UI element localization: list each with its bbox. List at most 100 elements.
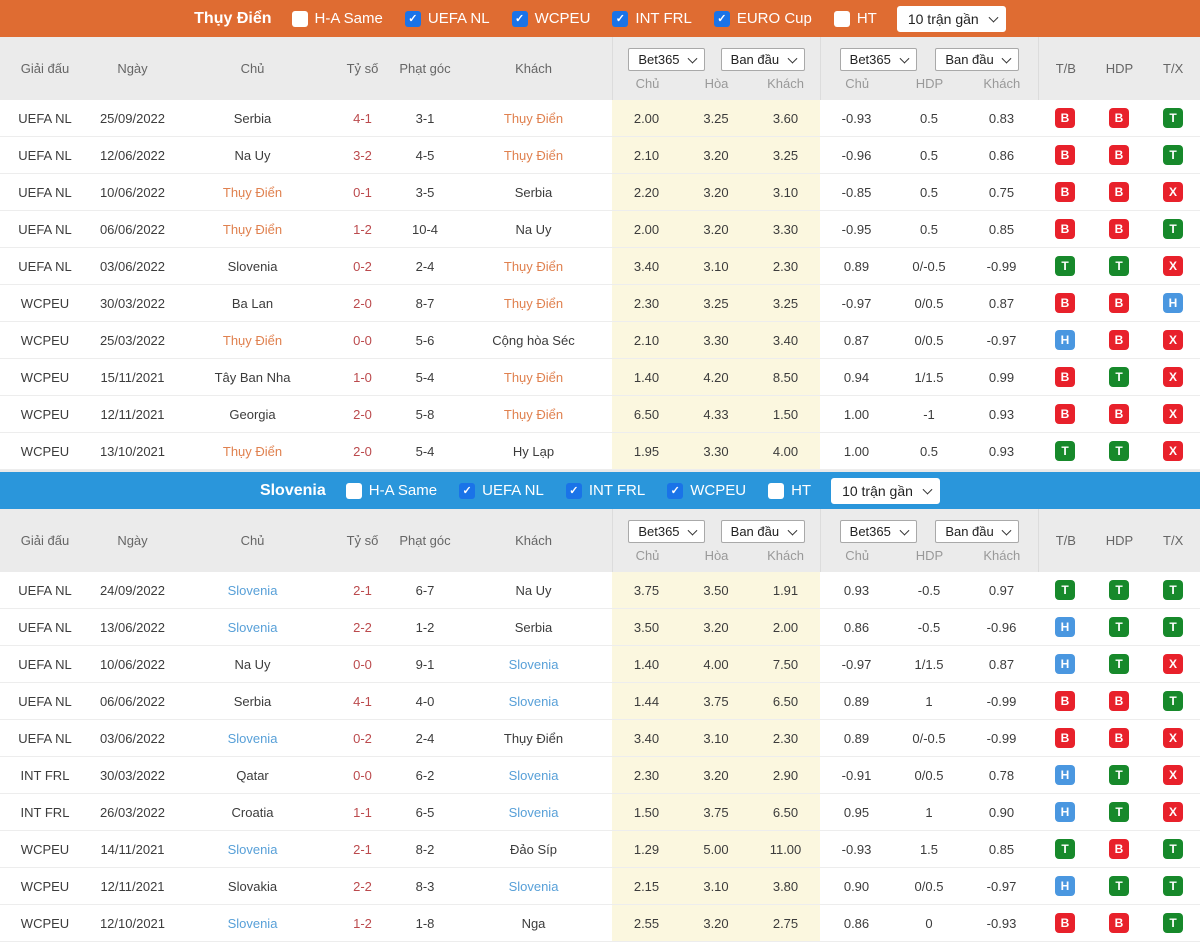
- odds-time-select-wrap: Ban đầu: [935, 520, 1020, 543]
- result-cell: X: [1146, 396, 1200, 432]
- result-cell: T: [1146, 609, 1200, 645]
- result-hdp-badge: T: [1109, 617, 1129, 637]
- bookmaker-select[interactable]: Bet365: [839, 520, 917, 543]
- filter-label: EURO Cup: [736, 10, 812, 27]
- score-cell: 1-2: [353, 915, 372, 931]
- hdp-line-cell: 0.5: [919, 147, 939, 163]
- hdp-home-cell: -0.97: [841, 656, 872, 672]
- date-cell: 12/11/2021: [100, 878, 165, 894]
- result-hdp-badge: B: [1109, 728, 1129, 748]
- result-tb-badge: B: [1055, 182, 1075, 202]
- checkbox-checked-icon[interactable]: ✓: [459, 482, 476, 499]
- hdp-line-cell: 0/-0.5: [912, 258, 946, 274]
- result-tb-badge: B: [1055, 293, 1075, 313]
- match-row: UEFA NL 10/06/2022 Na Uy 0-0 9-1 Slovenia 1.40…: [0, 646, 1200, 683]
- odds-time-select[interactable]: Ban đầu: [720, 520, 805, 543]
- hdp-away-cell: -0.99: [986, 730, 1017, 746]
- col-tx: T/X: [1163, 61, 1184, 76]
- odds-home-cell: 1.29: [612, 831, 681, 867]
- filter-h-a-same[interactable]: H-A Same: [291, 10, 383, 27]
- odds-time-select[interactable]: Ban đầu: [935, 48, 1020, 71]
- recent-matches-select[interactable]: 10 trận gần: [831, 477, 941, 504]
- result-cell: B: [1092, 174, 1146, 210]
- recent-matches-select[interactable]: 10 trận gần: [896, 5, 1006, 32]
- checkbox-checked-icon[interactable]: ✓: [511, 10, 528, 27]
- slovenia-filter-bar: Slovenia H-A Same ✓ UEFA NL ✓ INT FRL ✓ WCPEU H…: [0, 472, 1200, 509]
- result-tb-badge: H: [1055, 330, 1075, 350]
- bookmaker-select[interactable]: Bet365: [839, 48, 917, 71]
- col-hdp-away: Khách: [983, 548, 1021, 563]
- checkbox-unchecked-icon[interactable]: [345, 482, 362, 499]
- result-tx-badge: X: [1163, 367, 1183, 387]
- result-cell: X: [1146, 720, 1200, 756]
- checkbox-checked-icon[interactable]: ✓: [667, 482, 684, 499]
- odds-home-cell: 2.30: [612, 285, 681, 321]
- result-cell: X: [1146, 359, 1200, 395]
- odds-home-cell: 3.75: [612, 572, 681, 608]
- result-hdp-badge: B: [1109, 182, 1129, 202]
- odds-away-cell: 2.90: [751, 757, 820, 793]
- odds-draw-cell: 3.25: [681, 100, 751, 136]
- result-cell: H: [1038, 868, 1092, 904]
- col-odds-away: Khách: [767, 548, 804, 563]
- corners-cell: 2-4: [415, 730, 435, 746]
- checkbox-checked-icon[interactable]: ✓: [713, 10, 730, 27]
- filter-ht[interactable]: HT: [768, 482, 811, 499]
- odds-time-select[interactable]: Ban đầu: [935, 520, 1020, 543]
- date-cell: 10/06/2022: [99, 184, 166, 200]
- score-cell: 1-1: [353, 804, 372, 820]
- hdp-home-cell: 0.90: [843, 878, 870, 894]
- odds-time-select[interactable]: Ban đầu: [720, 48, 805, 71]
- odds-away-cell: 3.80: [751, 868, 820, 904]
- bookmaker-select[interactable]: Bet365: [628, 520, 706, 543]
- competition-cell: WCPEU: [20, 406, 70, 422]
- result-cell: T: [1092, 794, 1146, 830]
- result-hdp-badge: T: [1109, 256, 1129, 276]
- checkbox-unchecked-icon[interactable]: [833, 10, 850, 27]
- away-team-cell: Thụy Điển: [503, 730, 564, 746]
- hdp-line-cell: 0: [925, 915, 933, 931]
- odds-home-cell: 2.55: [612, 905, 681, 941]
- hdp-home-cell: 1.00: [843, 406, 870, 422]
- table-header: Giải đấu Ngày Chủ Tỷ số Phạt góc Khách B…: [0, 509, 1200, 572]
- hdp-line-cell: 0.5: [919, 184, 939, 200]
- checkbox-checked-icon[interactable]: ✓: [612, 10, 629, 27]
- checkbox-checked-icon[interactable]: ✓: [565, 482, 582, 499]
- filter-wcpeu[interactable]: ✓ WCPEU: [511, 10, 590, 27]
- team-name: Slovenia: [259, 481, 326, 499]
- result-hdp-badge: T: [1109, 802, 1129, 822]
- filter-ht[interactable]: HT: [833, 10, 877, 27]
- odds-away-cell: 3.25: [751, 137, 820, 173]
- result-cell: B: [1038, 137, 1092, 173]
- odds-home-cell: 2.30: [612, 757, 681, 793]
- checkbox-unchecked-icon[interactable]: [768, 482, 785, 499]
- result-cell: B: [1038, 396, 1092, 432]
- match-row: UEFA NL 12/06/2022 Na Uy 3-2 4-5 Thụy Điển 2.1…: [0, 137, 1200, 174]
- match-row: UEFA NL 10/06/2022 Thụy Điển 0-1 3-5 Serbia 2.…: [0, 174, 1200, 211]
- filter-int-frl[interactable]: ✓ INT FRL: [565, 482, 645, 499]
- match-row: UEFA NL 24/09/2022 Slovenia 2-1 6-7 Na Uy 3.75…: [0, 572, 1200, 609]
- date-cell: 03/06/2022: [99, 258, 166, 274]
- result-hdp-badge: T: [1109, 876, 1129, 896]
- match-columns-header: Giải đấu Ngày Chủ Tỷ số Phạt góc Khách: [0, 37, 612, 100]
- filter-uefa-nl[interactable]: ✓ UEFA NL: [404, 10, 490, 27]
- filter-wcpeu[interactable]: ✓ WCPEU: [667, 482, 746, 499]
- col-hdp-home: Chủ: [845, 76, 870, 91]
- filter-h-a-same[interactable]: H-A Same: [345, 482, 437, 499]
- score-cell: 2-1: [353, 841, 372, 857]
- filter-int-frl[interactable]: ✓ INT FRL: [612, 10, 692, 27]
- odds-1x2-header: Bet365 Ban đầu Chủ Hòa Khách: [612, 509, 820, 572]
- filter-uefa-nl[interactable]: ✓ UEFA NL: [459, 482, 544, 499]
- match-row: WCPEU 14/11/2021 Slovenia 2-1 8-2 Đảo Síp 1.29…: [0, 831, 1200, 868]
- hdp-away-cell: 0.87: [988, 656, 1015, 672]
- result-cell: B: [1092, 396, 1146, 432]
- result-cell: T: [1146, 572, 1200, 608]
- checkbox-checked-icon[interactable]: ✓: [404, 10, 421, 27]
- match-row: UEFA NL 03/06/2022 Slovenia 0-2 2-4 Thụy Điển…: [0, 248, 1200, 285]
- odds-draw-cell: 3.30: [681, 433, 751, 469]
- filter-euro-cup[interactable]: ✓ EURO Cup: [713, 10, 812, 27]
- result-tx-badge: T: [1163, 876, 1183, 896]
- checkbox-unchecked-icon[interactable]: [291, 10, 308, 27]
- match-row: UEFA NL 06/06/2022 Serbia 4-1 4-0 Slovenia 1.4…: [0, 683, 1200, 720]
- bookmaker-select[interactable]: Bet365: [628, 48, 706, 71]
